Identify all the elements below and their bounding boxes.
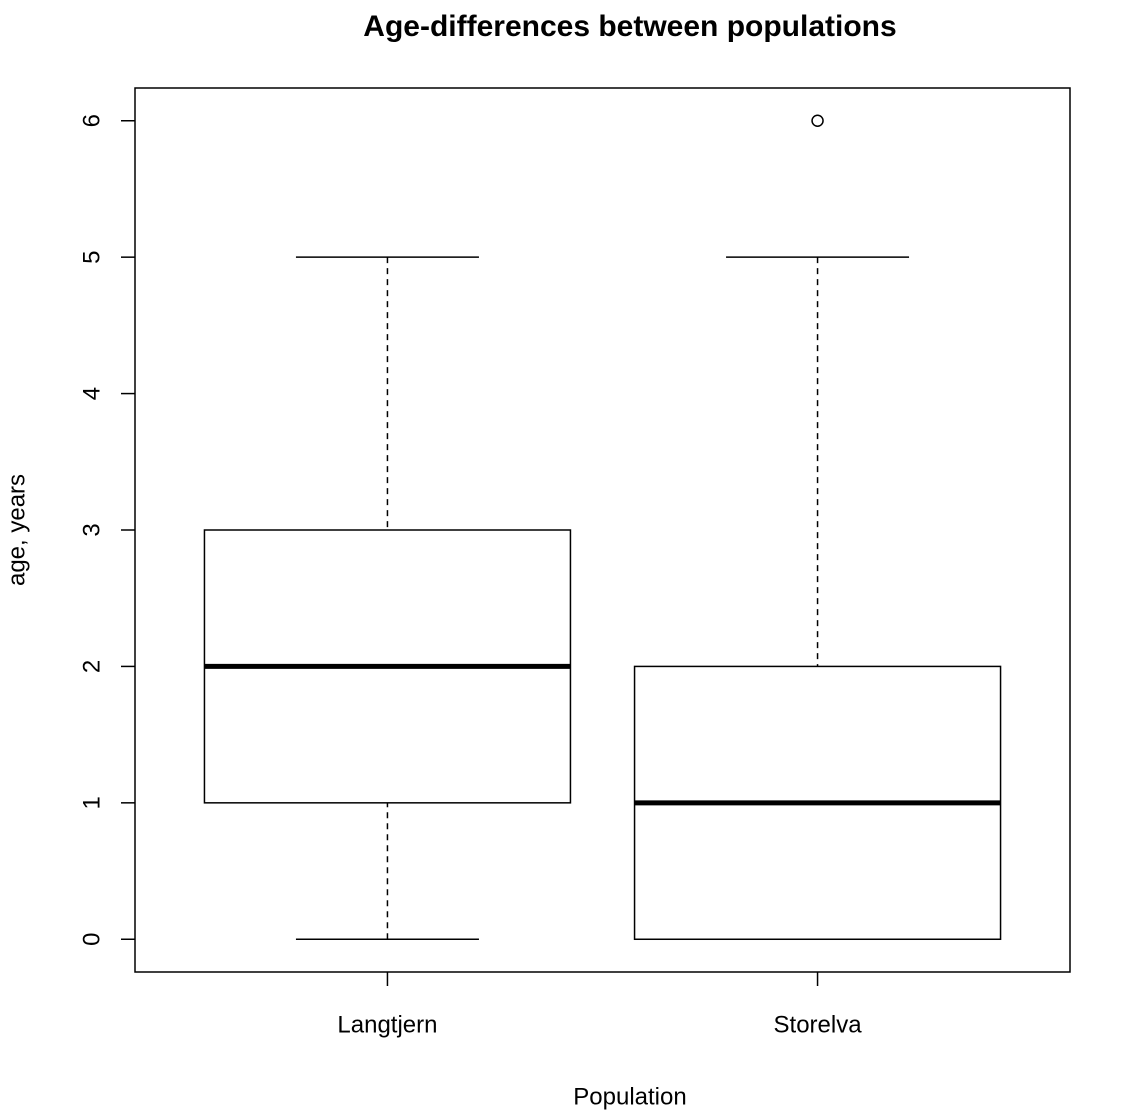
y-tick-label: 2 xyxy=(78,660,105,673)
y-tick-label: 4 xyxy=(78,387,105,400)
x-tick-label: Langtjern xyxy=(337,1011,437,1038)
x-tick-label: Storelva xyxy=(774,1011,863,1038)
y-tick-label: 1 xyxy=(78,796,105,809)
chart-title: Age-differences between populations xyxy=(363,10,896,43)
y-tick-label: 3 xyxy=(78,523,105,536)
x-axis-label: Population xyxy=(573,1083,686,1110)
y-tick-label: 6 xyxy=(78,114,105,127)
y-tick-label: 0 xyxy=(78,933,105,946)
y-tick-label: 5 xyxy=(78,250,105,263)
y-axis-label: age, years xyxy=(3,474,30,586)
outlier xyxy=(811,114,824,127)
